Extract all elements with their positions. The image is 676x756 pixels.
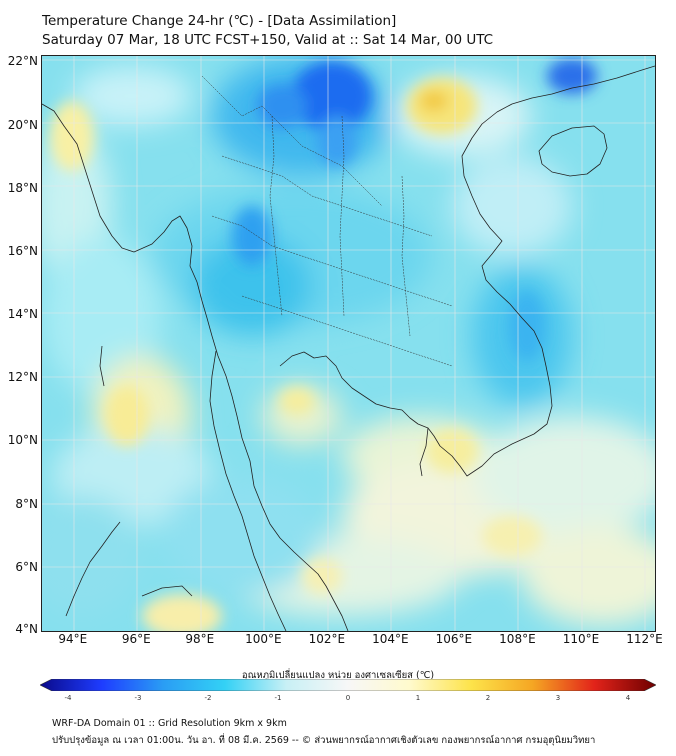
lon-tick-label: 102°E: [308, 632, 346, 646]
colorbar-tick-label: -1: [274, 694, 282, 702]
lon-tick-label: 106°E: [435, 632, 473, 646]
lon-tick-label: 98°E: [185, 632, 215, 646]
colorbar-ramp: [40, 679, 656, 691]
colorbar-title: อุณหภูมิเปลี่ยนแปลง หน่วย องศาเซลเซียส (…: [241, 670, 435, 681]
lon-tick-label: 100°E: [245, 632, 282, 646]
colorbar-tick-label: 2: [485, 694, 491, 702]
graticule: [42, 56, 655, 631]
lon-tick-label: 104°E: [372, 632, 409, 646]
lat-tick-label: 22°N: [7, 54, 38, 69]
lon-tick-label: 112°E: [626, 632, 663, 646]
lat-tick-label: 10°N: [7, 433, 38, 448]
admin-boundaries: [201, 75, 453, 367]
lon-tick-label: 96°E: [121, 632, 151, 646]
lon-tick-label: 94°E: [58, 632, 88, 646]
lat-tick-label: 8°N: [15, 496, 38, 511]
lat-tick-label: 18°N: [7, 180, 38, 195]
colorbar: [40, 679, 656, 691]
lat-tick-label: 4°N: [15, 622, 38, 636]
colorbar-tick-label: 0: [345, 694, 351, 702]
field-cores: [50, 58, 597, 631]
coastlines: [42, 65, 655, 631]
colorbar-tick-label: 4: [625, 694, 631, 702]
title-line-2: Saturday 07 Mar, 18 UTC FCST+150, Valid …: [42, 32, 494, 48]
lat-tick-label: 6°N: [15, 559, 38, 574]
temperature-field: [42, 56, 655, 631]
lat-tick-label: 12°N: [7, 370, 38, 385]
colorbar-tick-label: 3: [555, 694, 561, 702]
lat-tick-label: 16°N: [7, 243, 38, 258]
lon-tick-label: 108°E: [499, 632, 536, 646]
lat-tick-label: 14°N: [7, 307, 38, 322]
title-line-1: Temperature Change 24-hr (℃) - [Data Ass…: [42, 13, 397, 29]
colorbar-tick-label: -2: [204, 694, 212, 702]
lon-tick-label: 110°E: [562, 632, 600, 646]
colorbar-tick-label: -3: [134, 694, 142, 702]
footer-line-2: ปรับปรุงข้อมูล ณ เวลา 01:00น. วัน อา. ที…: [52, 735, 596, 746]
footer-line-1: WRF-DA Domain 01 :: Grid Resolution 9km …: [52, 718, 287, 729]
map-title: Temperature Change 24-hr (℃) - [Data Ass…: [42, 12, 493, 50]
lat-tick-label: 20°N: [7, 117, 38, 132]
map-panel: [41, 55, 656, 632]
colorbar-tick-label: 1: [415, 694, 421, 702]
colorbar-tick-label: -4: [64, 694, 72, 702]
